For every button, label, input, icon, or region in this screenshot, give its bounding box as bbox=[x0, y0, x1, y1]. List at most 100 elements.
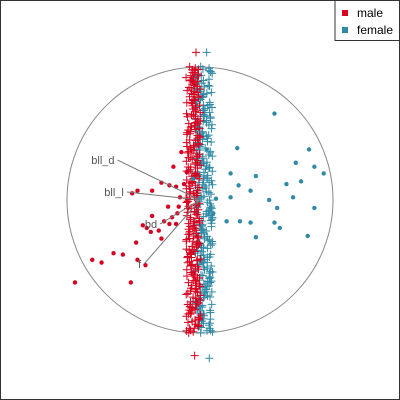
cross-marker-male bbox=[192, 188, 201, 197]
data-point-female bbox=[312, 164, 317, 169]
cross-marker-female bbox=[205, 98, 214, 107]
cross-marker-male bbox=[196, 108, 205, 117]
cross-marker-male bbox=[195, 132, 204, 141]
data-point-male bbox=[99, 260, 104, 265]
cross-marker-male bbox=[191, 264, 200, 273]
cross-marker-female bbox=[208, 180, 217, 189]
data-point-female bbox=[211, 211, 216, 216]
cross-marker-female bbox=[202, 227, 211, 236]
cross-marker-male bbox=[194, 91, 203, 100]
cross-marker-female bbox=[205, 306, 214, 315]
data-point-female bbox=[290, 195, 296, 200]
data-point-male bbox=[181, 181, 187, 187]
cross-marker-male bbox=[186, 127, 195, 136]
cross-marker-male bbox=[184, 219, 193, 228]
cross-marker-male bbox=[184, 278, 193, 287]
variable-vector-bll_d bbox=[117, 159, 201, 201]
data-point-male bbox=[165, 204, 171, 209]
cross-marker-male bbox=[182, 265, 191, 274]
cross-marker-male bbox=[185, 62, 194, 71]
data-point-male bbox=[159, 236, 164, 241]
data-point-female bbox=[321, 171, 326, 176]
data-point-female bbox=[204, 147, 209, 152]
cross-marker-male bbox=[182, 157, 191, 166]
cross-marker-male bbox=[191, 169, 200, 178]
data-point-male bbox=[129, 191, 135, 196]
cross-marker-female bbox=[204, 131, 213, 140]
data-point-female bbox=[266, 197, 272, 203]
cross-marker-female bbox=[207, 300, 216, 309]
data-point-male bbox=[149, 213, 155, 219]
data-point-female bbox=[277, 225, 282, 231]
cross-marker-male bbox=[193, 238, 202, 247]
legend: male female bbox=[334, 0, 400, 41]
cross-marker-female bbox=[205, 282, 214, 291]
cross-marker-male bbox=[185, 83, 194, 92]
cross-marker-female bbox=[202, 184, 211, 193]
cross-marker-male bbox=[185, 302, 194, 311]
cross-marker-male bbox=[193, 234, 202, 243]
cross-marker-female bbox=[202, 48, 211, 57]
cross-marker-female bbox=[206, 241, 215, 250]
cross-marker-male bbox=[184, 119, 193, 128]
cross-marker-female bbox=[206, 326, 215, 335]
data-point-female bbox=[312, 205, 317, 211]
cross-marker-male bbox=[186, 213, 195, 222]
data-point-female bbox=[274, 205, 280, 211]
data-point-male bbox=[72, 280, 78, 285]
variable-label: f bbox=[138, 259, 142, 271]
variable-label: bll_d bbox=[91, 155, 114, 167]
cross-marker-female bbox=[198, 225, 207, 234]
cross-marker-male bbox=[194, 214, 203, 223]
data-point-male bbox=[179, 149, 184, 155]
cross-marker-male bbox=[192, 48, 201, 57]
cross-marker-female bbox=[196, 328, 205, 337]
cross-marker-female bbox=[200, 311, 209, 320]
data-point-female bbox=[228, 195, 233, 200]
data-point-female bbox=[272, 220, 277, 225]
variable-label: bll_l bbox=[104, 187, 124, 199]
data-point-male bbox=[156, 228, 161, 233]
cross-marker-male bbox=[190, 96, 199, 105]
data-point-female bbox=[235, 145, 240, 151]
cross-marker-female bbox=[207, 88, 216, 97]
cross-marker-female bbox=[207, 287, 216, 296]
cross-marker-female bbox=[204, 75, 213, 84]
cross-marker-male bbox=[194, 232, 203, 241]
legend-label-male: male bbox=[357, 6, 383, 20]
data-point-female bbox=[213, 196, 219, 201]
cross-marker-male bbox=[190, 142, 199, 151]
data-point-male bbox=[171, 164, 176, 169]
cross-marker-male bbox=[190, 351, 199, 360]
cross-marker-male bbox=[182, 176, 191, 185]
legend-swatch-male bbox=[342, 10, 348, 16]
cross-marker-female bbox=[205, 82, 214, 91]
cross-marker-female bbox=[207, 215, 216, 224]
cross-marker-female bbox=[199, 132, 208, 141]
cross-marker-male bbox=[184, 163, 193, 172]
cross-marker-female bbox=[206, 250, 215, 259]
cross-marker-female bbox=[205, 354, 214, 363]
data-point-female bbox=[236, 183, 241, 188]
data-point-male bbox=[149, 188, 155, 193]
cross-marker-male bbox=[191, 159, 200, 168]
data-point-male bbox=[144, 225, 149, 231]
variable-vectors: bll_d bll_lbd f bbox=[91, 155, 201, 271]
cross-marker-female bbox=[204, 321, 213, 330]
cross-marker-male bbox=[183, 318, 192, 327]
data-point-male bbox=[176, 204, 181, 209]
data-point-female bbox=[248, 188, 253, 193]
cross-marker-male bbox=[189, 293, 198, 302]
cross-marker-female bbox=[204, 81, 213, 90]
data-point-male bbox=[167, 221, 172, 227]
cross-marker-male bbox=[191, 285, 200, 294]
data-point-female bbox=[248, 220, 253, 225]
cross-marker-female bbox=[204, 236, 213, 245]
cross-marker-male bbox=[195, 124, 204, 133]
cross-marker-male bbox=[182, 73, 191, 82]
cross-marker-male bbox=[182, 290, 191, 299]
cross-marker-female bbox=[207, 176, 216, 185]
cross-markers bbox=[182, 48, 217, 363]
data-point-male bbox=[148, 229, 153, 235]
